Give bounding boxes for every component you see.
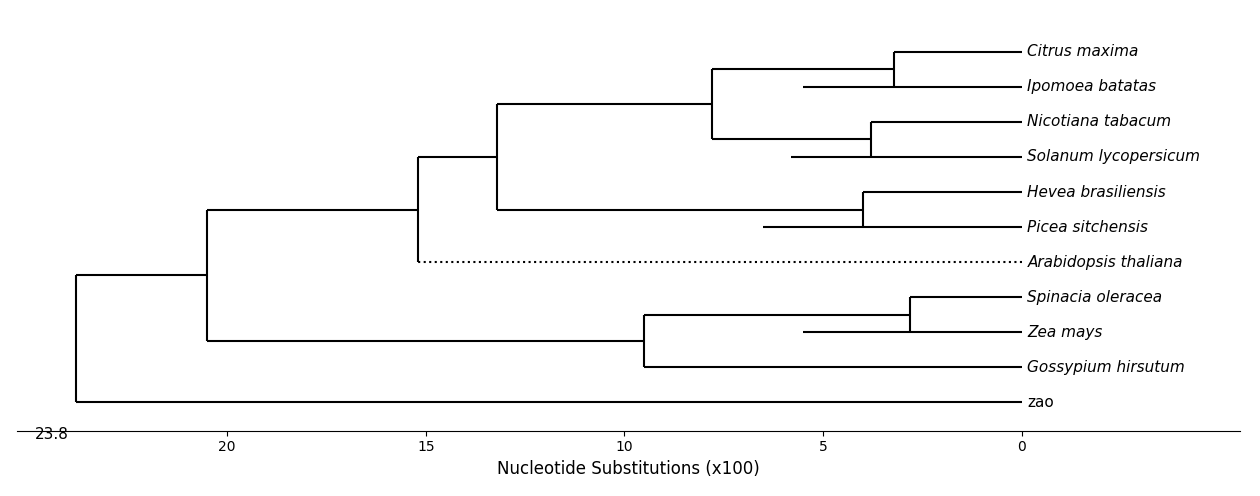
Text: Nicotiana tabacum: Nicotiana tabacum xyxy=(1027,115,1172,129)
Text: Zea mays: Zea mays xyxy=(1027,325,1102,340)
Text: Arabidopsis thaliana: Arabidopsis thaliana xyxy=(1027,254,1183,270)
X-axis label: Nucleotide Substitutions (x100): Nucleotide Substitutions (x100) xyxy=(496,460,760,478)
Text: Spinacia oleracea: Spinacia oleracea xyxy=(1027,290,1163,305)
Text: Hevea brasiliensis: Hevea brasiliensis xyxy=(1027,185,1167,199)
Text: zao: zao xyxy=(1027,395,1055,410)
Text: Solanum lycopersicum: Solanum lycopersicum xyxy=(1027,149,1201,165)
Text: 23.8: 23.8 xyxy=(34,427,68,442)
Text: Picea sitchensis: Picea sitchensis xyxy=(1027,220,1148,235)
Text: Citrus maxima: Citrus maxima xyxy=(1027,44,1139,59)
Text: Ipomoea batatas: Ipomoea batatas xyxy=(1027,79,1157,94)
Text: Gossypium hirsutum: Gossypium hirsutum xyxy=(1027,360,1186,375)
